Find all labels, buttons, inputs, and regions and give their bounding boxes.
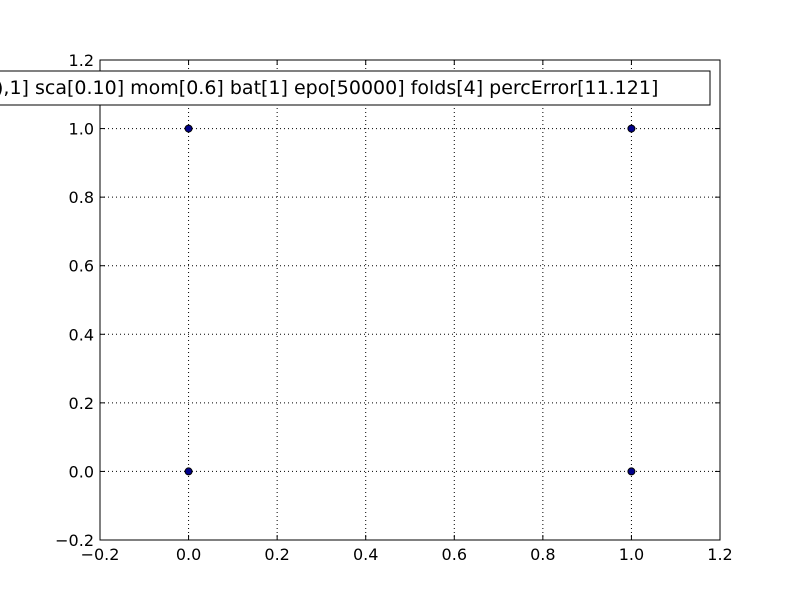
y-tick-label: 0.0 [69,462,94,481]
data-point [627,467,636,476]
y-tick-label: 0.8 [69,188,94,207]
y-tick-label: 0.6 [69,257,94,276]
data-point [627,124,636,133]
y-tick-label: −0.2 [55,531,94,550]
x-tick-label: 1.0 [619,545,644,564]
x-tick-label: 0.0 [176,545,201,564]
x-tick-label: 0.8 [530,545,555,564]
annotation-text: ),1] sca[0.10] mom[0.6] bat[1] epo[50000… [0,77,658,99]
y-tick-label: 0.4 [69,325,94,344]
y-tick-label: 1.2 [69,51,94,70]
y-tick-label: 0.2 [69,394,94,413]
x-tick-label: −0.2 [81,545,120,564]
data-points [184,124,636,476]
plot-frame [99,59,721,541]
x-tick-label: 0.2 [264,545,289,564]
x-tick-label: 0.4 [353,545,378,564]
annotation-box: ),1] sca[0.10] mom[0.6] bat[1] epo[50000… [0,70,711,106]
axis-ticks: −0.2 0.0 0.2 0.4 0.6 0.8 1.0 1.2 −0.2 0.0 0.2 0.4 0.… [55,51,733,564]
x-tick-label: 0.6 [442,545,467,564]
data-point [184,467,193,476]
data-point [184,124,193,133]
annotation-frame [0,70,711,106]
y-tick-label: 1.0 [69,120,94,139]
x-tick-label: 1.2 [707,545,732,564]
